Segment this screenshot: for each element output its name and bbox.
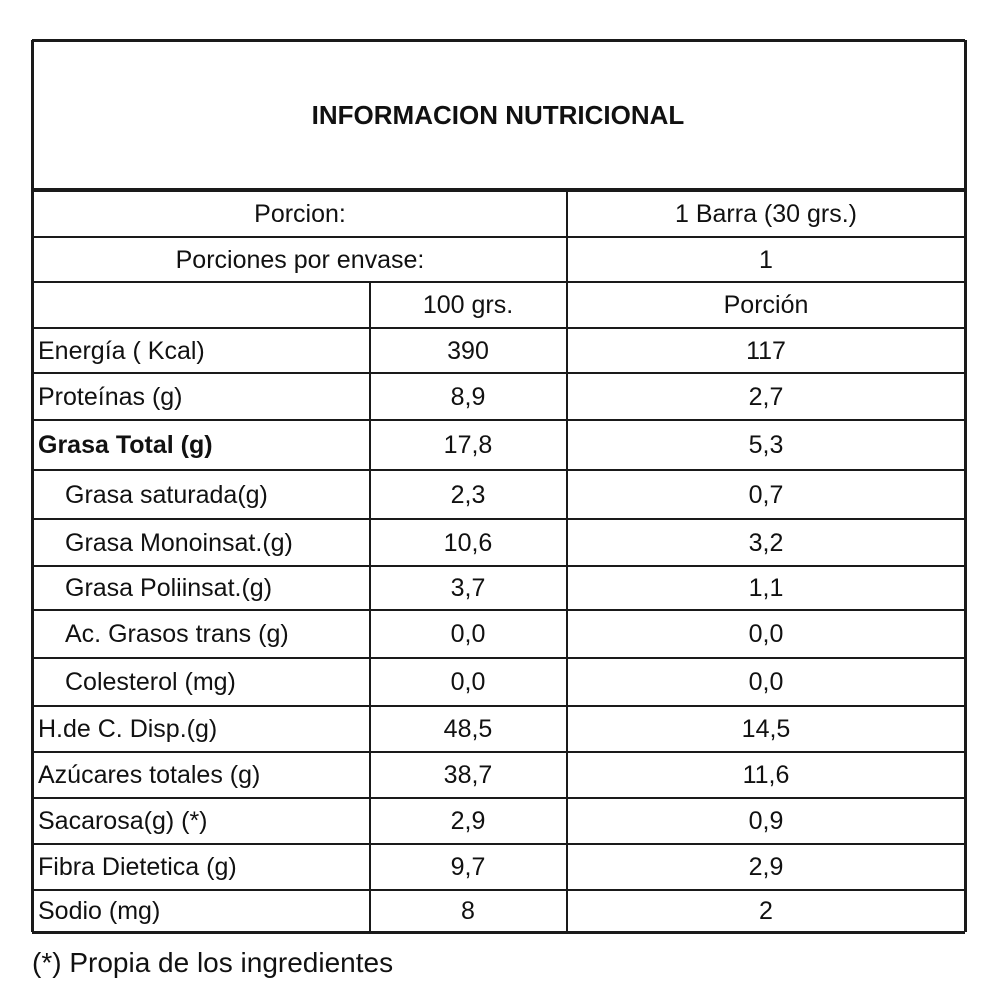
cell-value: 10,6: [443, 528, 493, 557]
serving-value: 1 Barra (30 grs.): [674, 199, 858, 228]
rule: [32, 372, 965, 374]
rule: [32, 565, 965, 567]
row-label: Grasa Monoinsat.(g): [65, 528, 293, 557]
rule: [32, 889, 965, 891]
rule: [32, 657, 965, 659]
column-header: 100 grs.: [422, 291, 514, 319]
cell-value: 8: [461, 897, 475, 925]
cell-value: 2: [759, 897, 773, 925]
serving-label: Porcion:: [254, 199, 346, 228]
cell-value: 390: [447, 336, 489, 365]
row-label: Grasa Total (g): [38, 431, 213, 459]
row-label: Fibra Dietetica (g): [38, 853, 237, 881]
cell-value: 14,5: [741, 715, 791, 743]
row-label: Sodio (mg): [38, 897, 161, 925]
cell-value: 9,7: [450, 853, 486, 881]
footnote: (*) Propia de los ingredientes: [32, 947, 394, 978]
cell-value: 0,0: [748, 668, 784, 696]
row-label: Sacarosa(g) (*): [38, 807, 208, 835]
rule: [32, 843, 965, 845]
cell-value: 48,5: [443, 715, 493, 743]
cell-value: 38,7: [443, 761, 493, 789]
rule: [30, 40, 34, 932]
cell-value: 17,8: [443, 431, 493, 459]
cell-value: 117: [746, 336, 786, 365]
rule: [32, 281, 965, 283]
row-label: Grasa saturada(g): [65, 480, 268, 509]
rule: [32, 930, 965, 934]
rule: [32, 469, 965, 471]
row-label: Proteínas (g): [38, 382, 183, 411]
title: INFORMACION NUTRICIONAL: [311, 100, 685, 130]
cell-value: 0,9: [748, 807, 784, 835]
cell-value: 0,0: [748, 620, 784, 648]
serving-value: 1: [759, 245, 773, 274]
rule: [32, 38, 965, 42]
cell-value: 11,6: [742, 761, 790, 789]
cell-value: 0,0: [450, 620, 486, 648]
cell-value: 2,9: [748, 853, 784, 881]
rule: [32, 236, 965, 238]
row-label: Grasa Poliinsat.(g): [65, 574, 273, 602]
rule: [32, 609, 965, 611]
row-label: Colesterol (mg): [65, 668, 236, 696]
row-label: Azúcares totales (g): [38, 761, 261, 789]
cell-value: 5,3: [748, 431, 784, 459]
rule: [566, 190, 568, 932]
serving-label: Porciones por envase:: [175, 245, 425, 274]
cell-value: 3,7: [450, 574, 486, 602]
cell-value: 1,1: [748, 574, 784, 602]
cell-value: 8,9: [450, 382, 486, 411]
rule: [963, 40, 967, 932]
rule: [32, 518, 965, 520]
rule: [32, 705, 965, 707]
rule: [369, 282, 371, 932]
row-label: Ac. Grasos trans (g): [65, 620, 289, 648]
column-header: Porción: [723, 291, 809, 319]
rule: [32, 327, 965, 329]
rule: [32, 419, 965, 421]
row-label: Energía ( Kcal): [38, 336, 205, 365]
cell-value: 2,3: [450, 480, 486, 509]
cell-value: 0,0: [450, 668, 486, 696]
cell-value: 2,7: [748, 382, 784, 411]
cell-value: 2,9: [450, 807, 486, 835]
rule: [32, 188, 965, 192]
cell-value: 3,2: [748, 528, 784, 557]
rule: [32, 797, 965, 799]
cell-value: 0,7: [748, 480, 784, 509]
rule: [32, 751, 965, 753]
row-label: H.de C. Disp.(g): [38, 715, 218, 743]
